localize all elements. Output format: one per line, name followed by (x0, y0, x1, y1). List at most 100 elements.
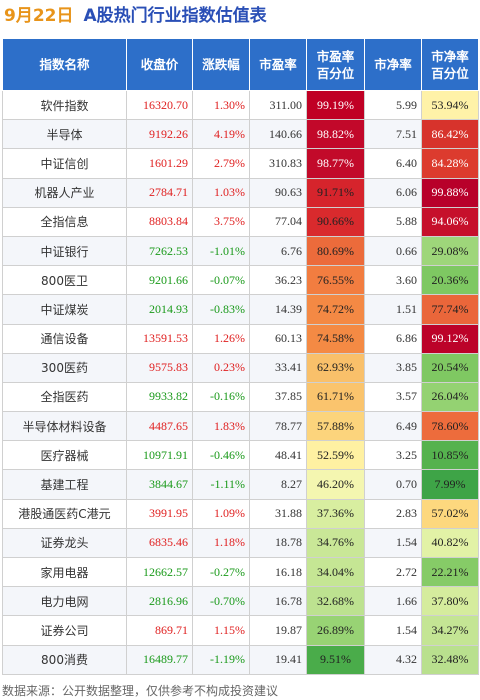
cell-close: 1601.29 (126, 148, 193, 179)
cell-name: 800消费 (2, 644, 127, 675)
cell-pb: 3.60 (364, 265, 422, 296)
cell-pe: 60.13 (249, 323, 307, 354)
cell-change: 4.19% (192, 119, 250, 150)
cell-name: 港股通医药C港元 (2, 498, 127, 529)
title-text: A股热门行业指数估值表 (83, 6, 267, 26)
table-row[interactable]: 软件指数 16320.70 1.30% 311.00 99.19% 5.99 53.94% (2, 89, 479, 121)
cell-pe: 16.78 (249, 586, 307, 617)
table-row[interactable]: 中证信创 1601.29 2.79% 310.83 98.77% 6.40 84.28% (2, 148, 479, 179)
header-pb-percentile-line2: 百分位 (431, 65, 469, 81)
cell-change: -0.83% (192, 294, 250, 325)
cell-pe-percentile: 26.89% (306, 615, 365, 646)
table-row[interactable]: 全指信息 8803.84 3.75% 77.04 90.66% 5.88 94.06% (2, 206, 479, 237)
cell-close: 2014.93 (126, 294, 193, 325)
cell-pe-percentile: 98.77% (306, 148, 365, 179)
cell-pe-percentile: 57.88% (306, 411, 365, 442)
cell-change: 1.03% (192, 177, 250, 208)
cell-close: 6835.46 (126, 527, 193, 559)
cell-pb-percentile: 86.42% (421, 119, 479, 150)
cell-name: 医疗器械 (2, 440, 127, 471)
cell-name: 中证煤炭 (2, 294, 127, 325)
cell-pb-percentile: 32.48% (421, 644, 479, 675)
cell-pb: 1.51 (364, 294, 422, 325)
cell-pe: 90.63 (249, 177, 307, 208)
cell-pb-percentile: 78.60% (421, 411, 479, 442)
header-pb-percentile[interactable]: 市净率 百分位 (421, 38, 479, 91)
cell-pb-percentile: 22.21% (421, 556, 479, 588)
cell-change: 1.26% (192, 323, 250, 354)
header-change[interactable]: 涨跌幅 (192, 38, 250, 91)
header-name[interactable]: 指数名称 (2, 38, 127, 91)
cell-pb: 3.57 (364, 381, 422, 413)
cell-pb: 2.72 (364, 556, 422, 588)
cell-name: 全指信息 (2, 206, 127, 237)
cell-pb-percentile: 34.27% (421, 615, 479, 646)
cell-pe: 14.39 (249, 294, 307, 325)
cell-pe-percentile: 91.71% (306, 177, 365, 208)
header-pb[interactable]: 市净率 (364, 38, 422, 91)
cell-close: 9201.66 (126, 265, 193, 296)
cell-pb: 7.51 (364, 119, 422, 150)
cell-pb: 1.54 (364, 527, 422, 559)
table-row[interactable]: 证券龙头 6835.46 1.18% 18.78 34.76% 1.54 40.82% (2, 527, 479, 559)
table-row[interactable]: 医疗器械 10971.91 -0.46% 48.41 52.59% 3.25 10.85% (2, 440, 479, 471)
cell-pb: 3.85 (364, 352, 422, 383)
header-pe[interactable]: 市盈率 (249, 38, 307, 91)
table-row[interactable]: 机器人产业 2784.71 1.03% 90.63 91.71% 6.06 99.88% (2, 177, 479, 208)
table-row[interactable]: 全指医药 9933.82 -0.16% 37.85 61.71% 3.57 26.04% (2, 381, 479, 413)
cell-pe-percentile: 9.51% (306, 644, 365, 675)
cell-change: 1.30% (192, 89, 250, 121)
cell-pb-percentile: 99.88% (421, 177, 479, 208)
cell-name: 证券龙头 (2, 527, 127, 559)
cell-pb-percentile: 57.02% (421, 498, 479, 529)
cell-pb-percentile: 20.36% (421, 265, 479, 296)
table-row[interactable]: 中证煤炭 2014.93 -0.83% 14.39 74.72% 1.51 77.74% (2, 294, 479, 325)
table-row[interactable]: 基建工程 3844.67 -1.11% 8.27 46.20% 0.70 7.99% (2, 469, 479, 500)
table-row[interactable]: 800医卫 9201.66 -0.07% 36.23 76.55% 3.60 20.36% (2, 265, 479, 296)
cell-pe: 78.77 (249, 411, 307, 442)
cell-name: 中证银行 (2, 235, 127, 267)
cell-pe-percentile: 34.76% (306, 527, 365, 559)
cell-pb: 5.99 (364, 89, 422, 121)
header-pe-percentile[interactable]: 市盈率 百分位 (306, 38, 365, 91)
table-row[interactable]: 证券公司 869.71 1.15% 19.87 26.89% 1.54 34.27% (2, 615, 479, 646)
cell-pe: 16.18 (249, 556, 307, 588)
table-row[interactable]: 半导体 9192.26 4.19% 140.66 98.82% 7.51 86.42% (2, 119, 479, 150)
cell-close: 4487.65 (126, 411, 193, 442)
cell-close: 10971.91 (126, 440, 193, 471)
cell-pe: 33.41 (249, 352, 307, 383)
table-row[interactable]: 家用电器 12662.57 -0.27% 16.18 34.04% 2.72 22.21% (2, 556, 479, 588)
table-row[interactable]: 中证银行 7262.53 -1.01% 6.76 80.69% 0.66 29.08% (2, 235, 479, 267)
cell-pe-percentile: 37.36% (306, 498, 365, 529)
header-close[interactable]: 收盘价 (126, 38, 193, 91)
cell-pb-percentile: 26.04% (421, 381, 479, 413)
cell-close: 9575.83 (126, 352, 193, 383)
cell-pb: 1.54 (364, 615, 422, 646)
table-header-row: 指数名称 收盘价 涨跌幅 市盈率 市盈率 百分位 市净率 市净率 百分位 (2, 38, 479, 91)
cell-close: 13591.53 (126, 323, 193, 354)
title-date: 9月22日 (4, 6, 74, 26)
cell-close: 3991.95 (126, 498, 193, 529)
cell-change: -0.46% (192, 440, 250, 471)
table-row[interactable]: 半导体材料设备 4487.65 1.83% 78.77 57.88% 6.49 78.60% (2, 411, 479, 442)
table-row[interactable]: 300医药 9575.83 0.23% 33.41 62.93% 3.85 20.54% (2, 352, 479, 383)
table-row[interactable]: 800消费 16489.77 -1.19% 19.41 9.51% 4.32 32.48% (2, 644, 479, 675)
cell-pe: 18.78 (249, 527, 307, 559)
cell-close: 7262.53 (126, 235, 193, 267)
header-pe-percentile-line1: 市盈率 (316, 48, 355, 64)
cell-pb: 4.32 (364, 644, 422, 675)
cell-close: 16489.77 (126, 644, 193, 675)
cell-pb: 0.70 (364, 469, 422, 500)
table-row[interactable]: 港股通医药C港元 3991.95 1.09% 31.88 37.36% 2.83 57.02… (2, 498, 479, 529)
cell-close: 2784.71 (126, 177, 193, 208)
cell-pe-percentile: 76.55% (306, 265, 365, 296)
cell-pb-percentile: 53.94% (421, 89, 479, 121)
footer-note: 数据来源：公开数据整理，仅供参考不构成投资建议 (2, 684, 279, 698)
cell-pe-percentile: 74.72% (306, 294, 365, 325)
table-row[interactable]: 通信设备 13591.53 1.26% 60.13 74.58% 6.86 99.12% (2, 323, 479, 354)
cell-pb-percentile: 84.28% (421, 148, 479, 179)
table-row[interactable]: 电力电网 2816.96 -0.70% 16.78 32.68% 1.66 37.80% (2, 586, 479, 617)
cell-pe: 311.00 (249, 89, 307, 121)
cell-pe: 19.41 (249, 644, 307, 675)
cell-pe-percentile: 74.58% (306, 323, 365, 354)
